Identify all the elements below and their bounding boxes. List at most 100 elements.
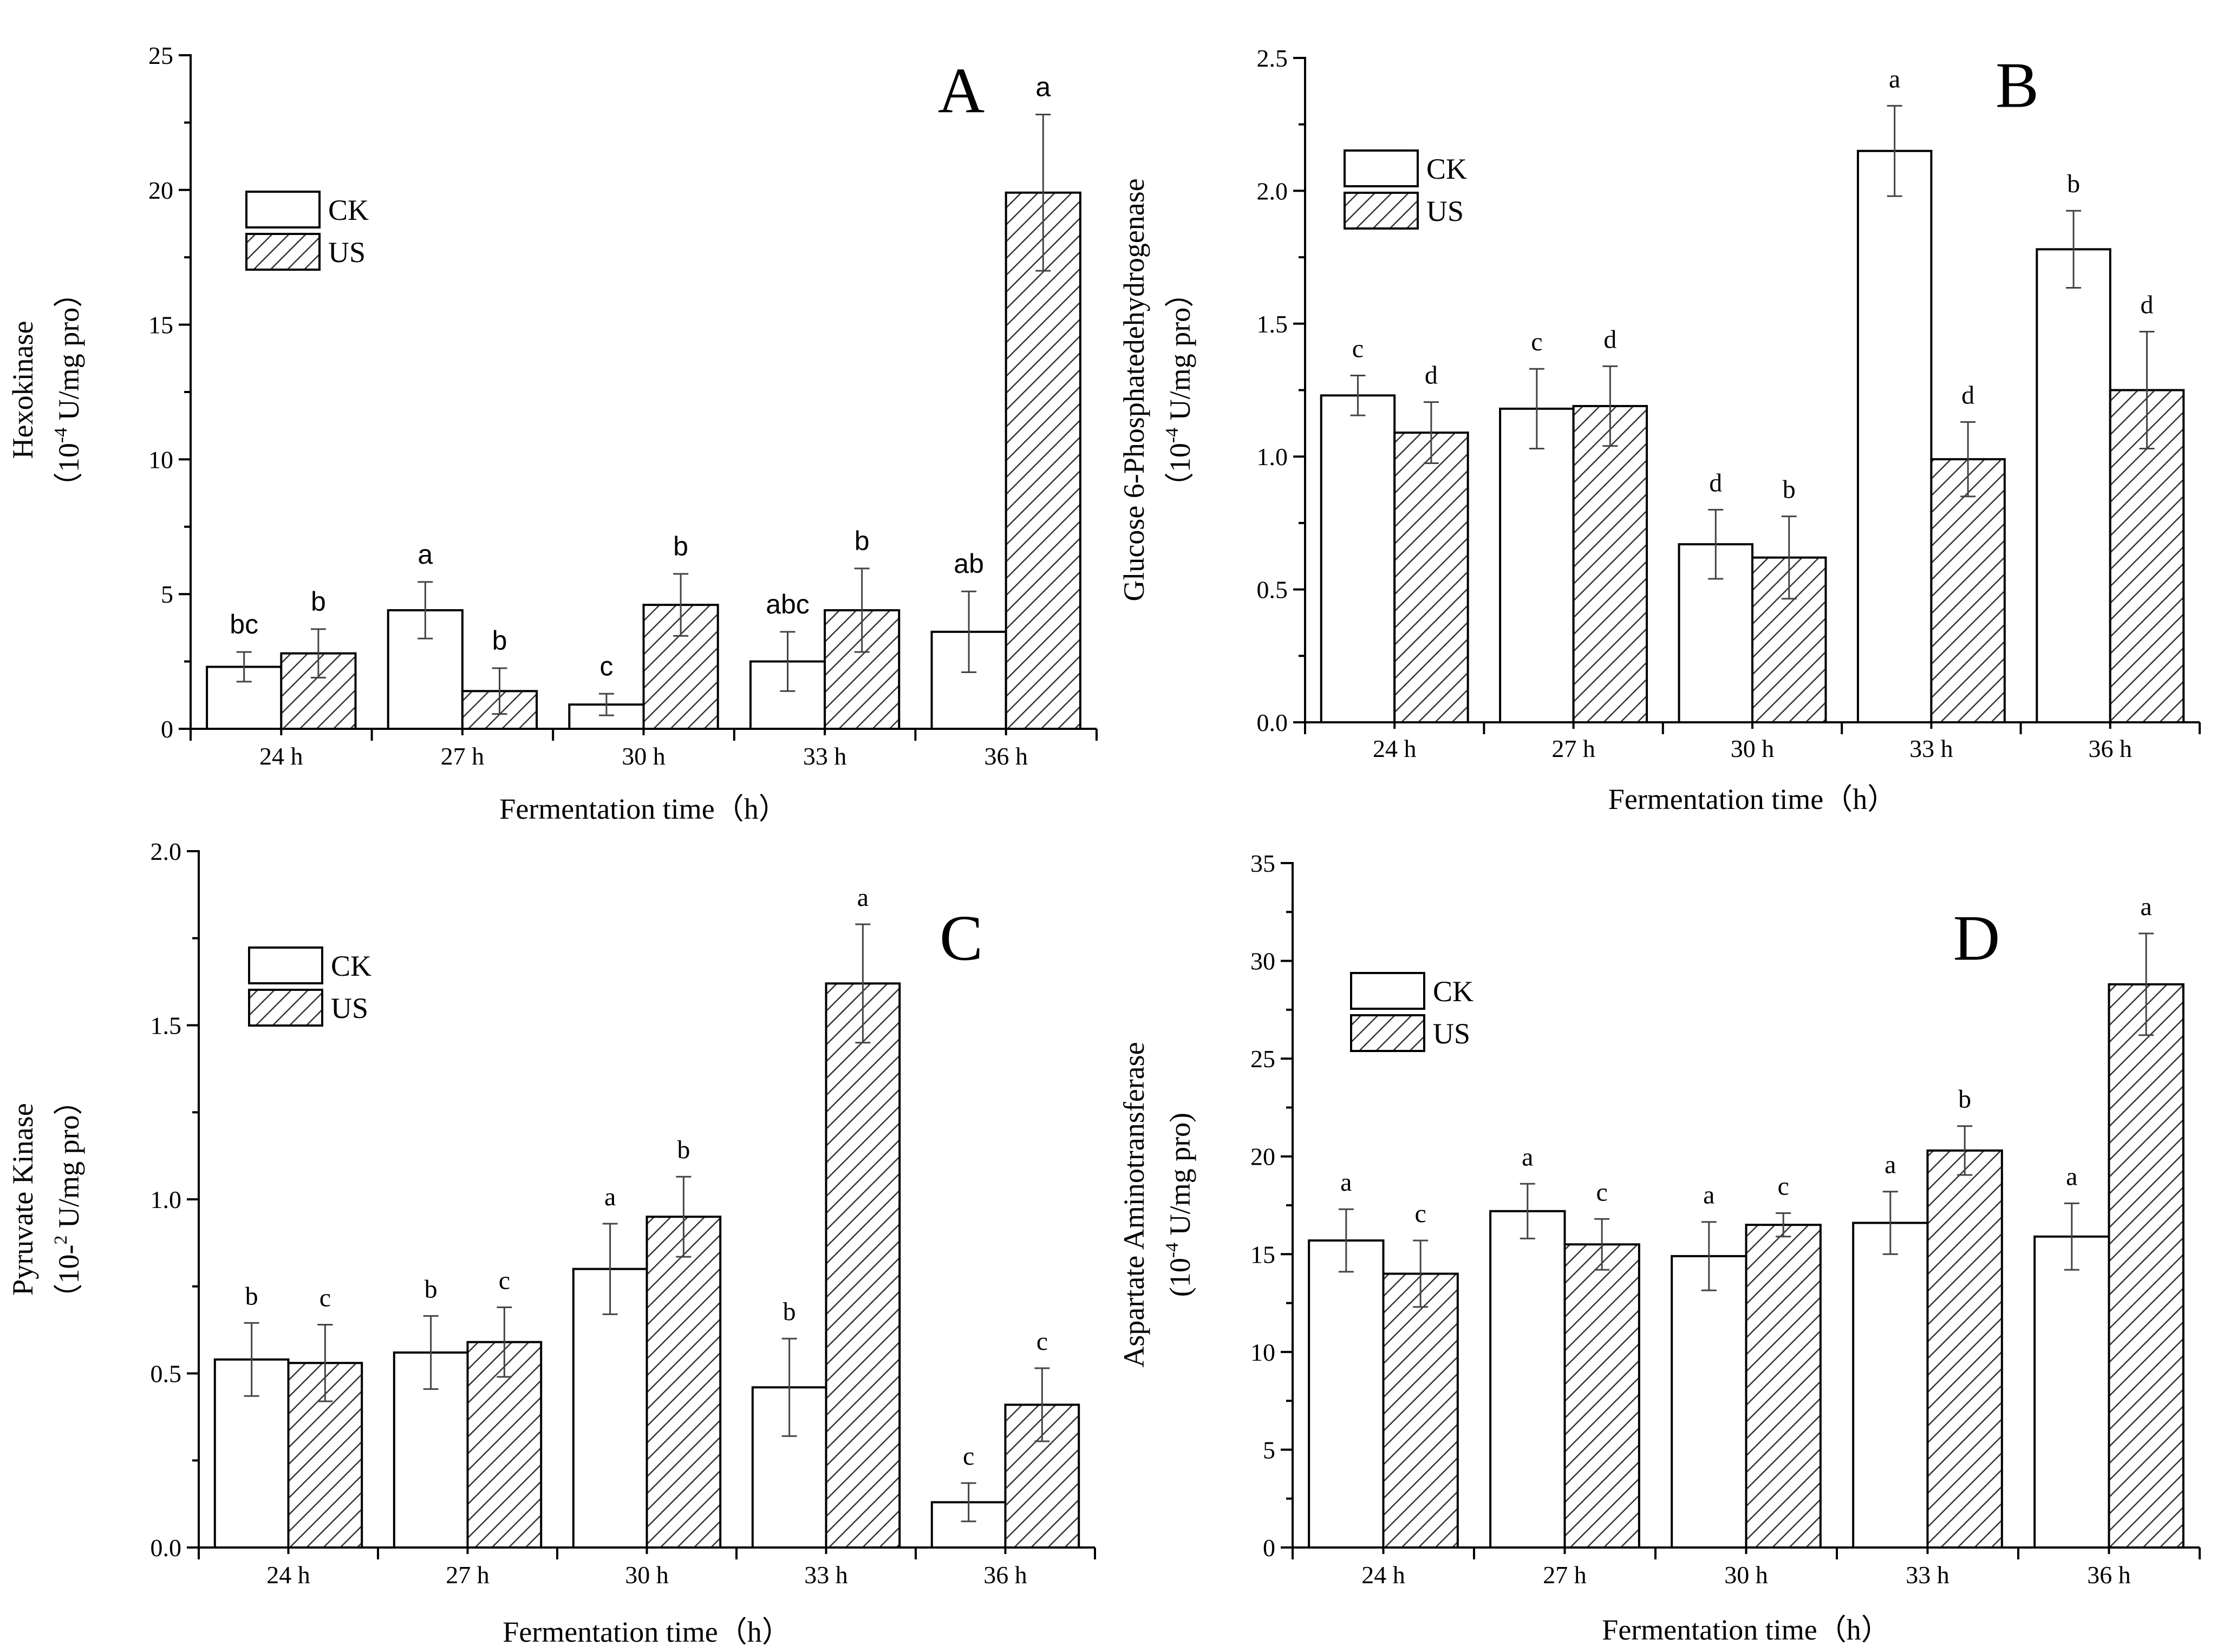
y-axis-title-line2: （10-4 U/mg pro） bbox=[51, 278, 85, 501]
error-bar bbox=[1887, 105, 1902, 197]
y-tick-label: 10 bbox=[1250, 1338, 1275, 1366]
error-bar bbox=[310, 628, 326, 678]
error-bar bbox=[1594, 1218, 1610, 1271]
significance-letter: a bbox=[2066, 1162, 2077, 1191]
significance-letter: a bbox=[1885, 1151, 1896, 1179]
legend: CK US bbox=[1344, 149, 1467, 230]
error-bar bbox=[1957, 1125, 1973, 1176]
significance-letter: abc bbox=[766, 589, 810, 619]
error-bar bbox=[1882, 1191, 1898, 1255]
y-axis-unit-suffix: U/mg pro） bbox=[53, 1086, 85, 1236]
x-tick-label: 24 h bbox=[1373, 735, 1417, 762]
significance-letter: a bbox=[857, 883, 869, 912]
bar-us-27h bbox=[1563, 1243, 1640, 1549]
x-tick-label: 24 h bbox=[259, 742, 303, 770]
y-tick-label: 35 bbox=[1250, 850, 1275, 877]
y-tick-label: 1.0 bbox=[151, 1186, 182, 1213]
error-bar bbox=[1520, 1183, 1535, 1239]
error-bar bbox=[2138, 932, 2154, 1036]
y-tick-label: 0.0 bbox=[151, 1534, 182, 1562]
legend-label-us: US bbox=[1426, 195, 1464, 227]
y-tick-label: 1.5 bbox=[1257, 310, 1288, 338]
significance-letter: c bbox=[599, 651, 613, 681]
significance-letter: a bbox=[1889, 64, 1900, 93]
error-bar bbox=[2064, 1202, 2079, 1271]
legend-swatch-ck bbox=[248, 946, 323, 984]
significance-letter: bc bbox=[230, 609, 258, 639]
legend-label-us: US bbox=[331, 992, 368, 1024]
bar-ck-27h bbox=[1489, 1210, 1566, 1549]
error-bar bbox=[2066, 210, 2082, 289]
x-tick-label: 27 h bbox=[441, 742, 485, 770]
bar-us-36h bbox=[2108, 983, 2185, 1549]
error-bar bbox=[602, 1223, 618, 1315]
y-axis-unit-suffix: U/mg pro） bbox=[53, 278, 85, 428]
legend: CK US bbox=[248, 946, 371, 1027]
x-tick-label: 36 h bbox=[2087, 1561, 2131, 1589]
x-axis-title: Fermentation time（h） bbox=[503, 1616, 791, 1648]
y-tick-label: 15 bbox=[148, 311, 173, 339]
x-tick-label: 33 h bbox=[803, 742, 847, 770]
y-axis-unit-exponent: -4 bbox=[1162, 428, 1182, 443]
error-bar bbox=[317, 1323, 333, 1402]
error-bar bbox=[676, 1176, 692, 1258]
y-axis-title-line1: Pyruvate Kinase bbox=[6, 1103, 39, 1295]
y-tick-label: 2.5 bbox=[1257, 44, 1288, 72]
significance-letter: c bbox=[319, 1283, 331, 1312]
significance-letter: a bbox=[418, 539, 433, 570]
error-bar bbox=[1781, 515, 1797, 600]
x-tick-label: 30 h bbox=[1731, 735, 1775, 762]
y-axis-title-line2: （10-4 U/mg pro） bbox=[1162, 278, 1196, 501]
significance-letter: b bbox=[783, 1297, 796, 1326]
error-bar bbox=[492, 667, 507, 715]
significance-letter: d bbox=[1603, 325, 1616, 354]
significance-letter: c bbox=[1352, 335, 1364, 363]
x-tick-label: 33 h bbox=[1906, 1561, 1949, 1589]
x-tick-label: 36 h bbox=[984, 742, 1028, 770]
error-bar bbox=[1423, 401, 1439, 464]
significance-letter: c bbox=[1036, 1327, 1048, 1356]
x-tick-label: 24 h bbox=[1361, 1561, 1405, 1589]
chart-panel-c: 0.0 0.5 1.0 1.5 2.0 24 h 27 h 30 h 33 h 36 h b b a b c… bbox=[6, 838, 1096, 1648]
error-bar bbox=[1701, 1221, 1717, 1291]
significance-letter: c bbox=[499, 1266, 510, 1295]
panel-letter: D bbox=[1953, 902, 2000, 974]
bar-ck-30h bbox=[1671, 1255, 1747, 1549]
error-bar bbox=[418, 581, 433, 639]
bar-ck-36h bbox=[2033, 1235, 2110, 1549]
y-axis-unit-prefix: （10 bbox=[1164, 443, 1196, 501]
legend: CK US bbox=[1350, 972, 1473, 1052]
y-tick-label: 20 bbox=[148, 177, 173, 204]
error-bar bbox=[1350, 375, 1366, 416]
significance-letter: d bbox=[1709, 468, 1722, 497]
y-tick-label: 0.5 bbox=[1257, 576, 1288, 604]
legend: CK US bbox=[245, 191, 369, 271]
legend-swatch-us bbox=[1344, 192, 1419, 230]
legend-label-ck: CK bbox=[1433, 975, 1473, 1008]
legend-swatch-ck bbox=[1344, 149, 1419, 187]
error-bar bbox=[598, 693, 614, 716]
y-tick-label: 25 bbox=[1250, 1045, 1275, 1073]
bar-ck-30h bbox=[572, 1268, 648, 1549]
bar-us-24h bbox=[1382, 1272, 1459, 1549]
significance-letter: b bbox=[1783, 475, 1796, 504]
y-axis-unit-prefix: （10 bbox=[53, 443, 85, 501]
x-axis-title: Fermentation time（h） bbox=[1602, 1614, 1890, 1646]
significance-letter: b bbox=[245, 1282, 258, 1310]
y-tick-label: 0 bbox=[1263, 1534, 1275, 1562]
legend-label-us: US bbox=[1433, 1017, 1470, 1050]
significance-letter: c bbox=[1778, 1172, 1789, 1200]
legend-swatch-us bbox=[1350, 1014, 1425, 1052]
y-tick-label: 20 bbox=[1250, 1143, 1275, 1171]
error-bar bbox=[1413, 1239, 1429, 1308]
y-axis-title-line2: （10-2 U/mg pro） bbox=[51, 1086, 85, 1313]
y-tick-label: 5 bbox=[1263, 1436, 1275, 1464]
x-tick-label: 33 h bbox=[1909, 735, 1953, 762]
bar-ck-24h bbox=[1320, 394, 1396, 723]
legend-swatch-ck bbox=[1350, 972, 1425, 1010]
significance-letter: d bbox=[1961, 381, 1974, 409]
bar-ck-27h bbox=[1499, 407, 1575, 723]
significance-letter: a bbox=[1703, 1181, 1714, 1210]
bar-us-33h bbox=[825, 982, 901, 1549]
